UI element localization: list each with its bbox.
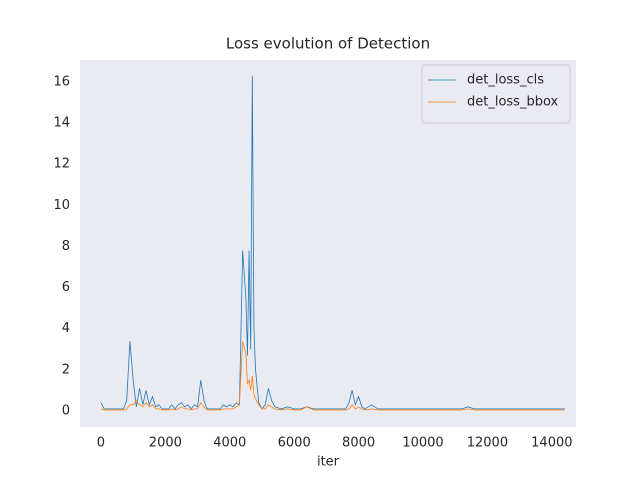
y-tick-label: 8 [62, 239, 70, 254]
y-tick-label: 12 [53, 157, 70, 172]
legend-box [421, 64, 571, 124]
line-series [100, 340, 565, 411]
y-tick-label: 10 [53, 198, 70, 213]
y-tick-label: 16 [53, 74, 70, 89]
y-tick-label: 6 [62, 280, 70, 295]
x-tick-label: 10000 [402, 436, 443, 451]
legend-label: det_loss_bbox [467, 95, 559, 110]
y-tick-label: 0 [62, 403, 70, 418]
x-tick-label: 8000 [342, 436, 375, 451]
legend-label: det_loss_cls [467, 73, 544, 88]
y-tick-label: 14 [53, 116, 70, 131]
chart-title: Loss evolution of Detection [226, 35, 430, 53]
x-tick-label: 0 [97, 436, 105, 451]
x-axis-label: iter [317, 455, 340, 470]
y-tick-label: 2 [62, 362, 70, 377]
y-tick-label: 4 [62, 321, 70, 336]
line-series [100, 75, 565, 410]
x-tick-label: 4000 [213, 436, 246, 451]
x-tick-label: 12000 [467, 436, 508, 451]
x-tick-label: 6000 [278, 436, 311, 451]
x-tick-label: 2000 [149, 436, 182, 451]
x-tick-label: 14000 [531, 436, 572, 451]
